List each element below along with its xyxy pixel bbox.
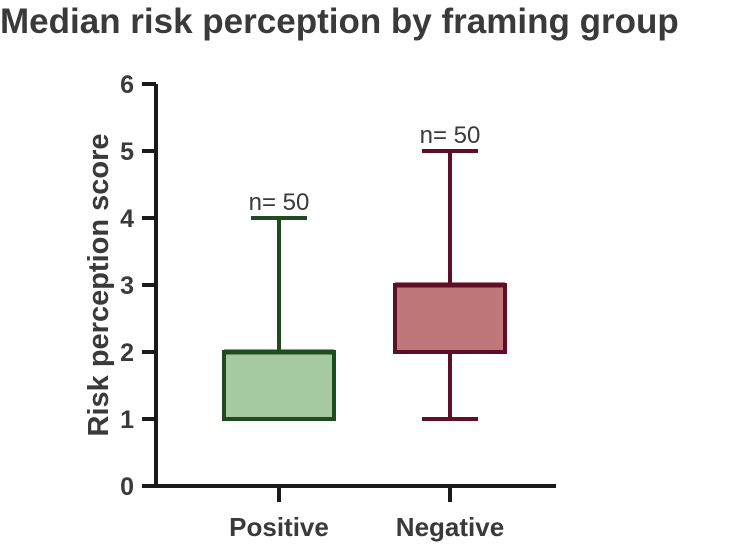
- y-tick-label: 3: [120, 272, 134, 300]
- interquartile-box: [222, 350, 336, 421]
- y-tick-label: 2: [120, 339, 134, 367]
- y-tick-label: 4: [120, 205, 134, 233]
- y-tick-label: 5: [120, 138, 134, 166]
- y-tick-label: 6: [120, 71, 134, 99]
- y-axis-title: Risk perception score: [83, 134, 115, 437]
- x-category-label: Negative: [396, 512, 504, 542]
- box-group-negative: n= 50: [393, 122, 507, 421]
- chart-title: Median risk perception by framing group: [0, 2, 679, 41]
- interquartile-box: [393, 283, 507, 354]
- sample-size-label: n= 50: [249, 189, 310, 216]
- box-group-positive: n= 50: [222, 189, 336, 421]
- sample-size-label: n= 50: [420, 122, 481, 149]
- y-tick-label: 1: [120, 406, 134, 434]
- y-tick-label: 0: [120, 473, 134, 501]
- x-category-label: Positive: [229, 512, 329, 542]
